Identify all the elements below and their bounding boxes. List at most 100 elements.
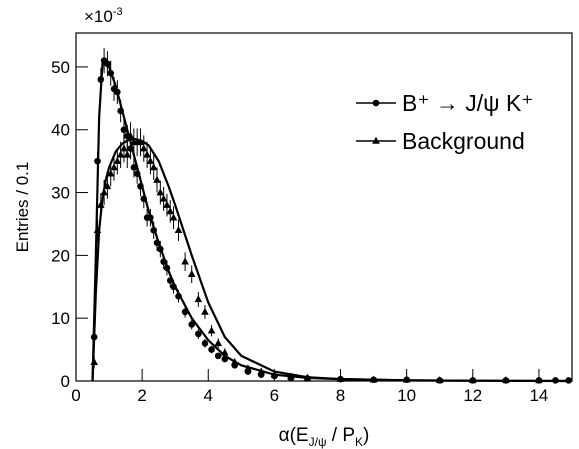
data-point (140, 195, 148, 203)
data-point (244, 364, 252, 372)
data-point (169, 213, 178, 221)
data-point (103, 182, 112, 190)
x-label-sub: K (355, 435, 363, 449)
data-point (201, 340, 209, 347)
data-point (139, 144, 148, 152)
data-point (133, 170, 141, 178)
data-point (107, 69, 115, 77)
data-point (94, 157, 101, 165)
data-point (270, 370, 279, 378)
data-point (195, 330, 202, 338)
multiplier-exp: -3 (113, 6, 123, 18)
data-point (207, 326, 216, 334)
data-point (435, 376, 444, 384)
data-point (402, 375, 411, 383)
data-point (257, 367, 265, 375)
data-point (565, 377, 572, 384)
data-point (552, 377, 559, 384)
data-point (149, 163, 158, 171)
data-point (175, 292, 182, 300)
x-tick-label: 12 (463, 386, 482, 405)
data-point (214, 339, 222, 347)
data-point (153, 239, 161, 247)
y-tick-label: 20 (51, 246, 70, 265)
data-point (116, 150, 125, 158)
data-point (153, 175, 161, 183)
y-tick-label: 0 (61, 372, 70, 391)
data-point (90, 357, 98, 365)
legend-marker (372, 136, 380, 144)
data-point (143, 150, 151, 158)
y-tick-label: 40 (51, 121, 70, 140)
y-axis-label: Entries / 0.1 (13, 162, 32, 253)
x-tick-label: 0 (71, 386, 80, 405)
data-point (126, 131, 135, 139)
data-point (156, 188, 165, 196)
x-tick-label: 10 (397, 386, 416, 405)
data-point (188, 321, 196, 328)
data-point (159, 194, 168, 202)
data-point (163, 200, 171, 208)
data-point (221, 348, 229, 356)
data-point (502, 376, 510, 384)
plot-frame (75, 32, 573, 382)
data-point (97, 76, 105, 83)
data-point (194, 295, 203, 303)
x-tick-label: 14 (529, 386, 548, 405)
data-point (187, 270, 196, 278)
multiplier-base: ×10 (84, 7, 113, 26)
x-label-part: ) (363, 425, 369, 446)
data-point (181, 257, 189, 265)
data-point (170, 283, 177, 291)
data-point (114, 88, 121, 96)
x-tick-label: 8 (336, 386, 345, 405)
data-point (174, 226, 183, 234)
data-point (287, 372, 295, 380)
data-point (469, 376, 477, 384)
data-point (130, 164, 138, 171)
data-point (157, 245, 164, 253)
data-point (303, 373, 312, 381)
x-tick-label: 2 (137, 386, 146, 405)
data-point (535, 376, 543, 384)
data-point (106, 169, 115, 177)
data-point (150, 226, 158, 234)
data-point (147, 214, 154, 221)
data-point (136, 138, 145, 146)
legend-label: B⁺ → J/ψ K⁺ (402, 90, 533, 116)
data-point (93, 226, 102, 234)
legend-label: Background (402, 128, 525, 154)
data-point (90, 333, 98, 341)
data-point (104, 60, 111, 68)
y-multiplier: ×10-3 (84, 6, 123, 26)
legend-marker (372, 99, 380, 107)
data-point (163, 264, 171, 272)
x-tick-label: 4 (204, 386, 213, 405)
data-point (120, 144, 128, 152)
data-point (336, 374, 345, 382)
data-point (230, 357, 239, 365)
data-point (100, 188, 108, 196)
data-point (110, 163, 118, 171)
data-point (137, 182, 144, 190)
data-point (120, 126, 128, 134)
data-point (160, 258, 167, 265)
x-label-part: / P (327, 425, 356, 446)
data-point (166, 207, 175, 215)
data-point (117, 107, 124, 115)
y-tick-label: 50 (51, 58, 70, 77)
data-point (123, 150, 132, 158)
y-tick-label: 10 (51, 309, 70, 328)
data-point (369, 375, 378, 383)
x-label-sub: J/ψ (309, 435, 327, 449)
data-point (113, 156, 122, 164)
x-tick-label: 6 (270, 386, 279, 405)
data-point (97, 200, 105, 208)
x-axis-label: α(EJ/ψ / PK) (279, 425, 370, 449)
data-point (208, 346, 215, 353)
data-point (146, 156, 155, 164)
data-point (181, 308, 189, 316)
data-point (214, 352, 222, 360)
